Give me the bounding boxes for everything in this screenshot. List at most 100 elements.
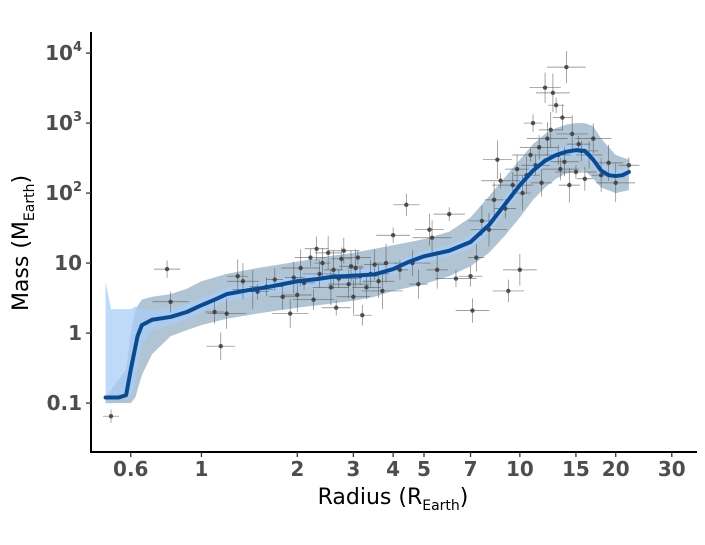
- inner-band: [105, 144, 629, 398]
- data-point: [429, 235, 435, 240]
- data-point: [360, 313, 365, 318]
- data-point: [341, 248, 347, 253]
- y-axis-title-paren-close: ): [9, 175, 34, 184]
- data-point: [447, 211, 452, 217]
- data-point: [506, 288, 511, 294]
- data-point: [317, 271, 322, 277]
- data-point: [510, 182, 515, 188]
- x-tick-label: 15: [562, 457, 590, 481]
- y-tick-label: 1: [68, 321, 82, 345]
- data-point: [372, 262, 377, 267]
- data-point: [530, 120, 536, 126]
- data-point: [567, 182, 572, 188]
- x-axis-title-main: Radius: [318, 485, 392, 510]
- data-point: [626, 163, 632, 168]
- y-tick-label: 103: [45, 110, 82, 135]
- data-point: [164, 266, 170, 272]
- data-point: [298, 265, 303, 271]
- data-point: [224, 311, 229, 316]
- x-tick-label: 4: [386, 457, 400, 481]
- data-point: [542, 85, 548, 90]
- data-point: [539, 180, 544, 186]
- data-point: [434, 267, 440, 273]
- data-point: [287, 311, 293, 316]
- data-point: [548, 127, 553, 133]
- data-point: [308, 255, 313, 260]
- data-point: [364, 285, 369, 290]
- data-point: [576, 141, 581, 147]
- data-point: [582, 176, 588, 181]
- x-tick-label: 3: [346, 457, 360, 481]
- x-tick-label: 7: [464, 457, 478, 481]
- data-point: [560, 115, 565, 120]
- data-point: [218, 343, 223, 349]
- x-tick-label: 30: [658, 457, 686, 481]
- x-tick-label: 1: [194, 457, 208, 481]
- axes: [90, 32, 697, 453]
- y-tick-label: 10: [54, 251, 82, 275]
- outer-band: [105, 123, 629, 404]
- x-tick-label: 0.6: [113, 457, 148, 481]
- data-point: [598, 173, 604, 178]
- data-point: [520, 190, 525, 196]
- data-point: [168, 299, 173, 304]
- data-point: [453, 276, 459, 281]
- data-point: [498, 178, 503, 183]
- data-point: [383, 260, 389, 266]
- y-axis-title-main: Mass: [9, 256, 34, 311]
- y-axis-title-paren-open: (M: [9, 221, 34, 256]
- data-point: [491, 197, 497, 203]
- data-point: [573, 169, 579, 175]
- data-point: [348, 264, 354, 269]
- x-axis-title-paren-close: ): [460, 485, 469, 510]
- data-point: [390, 233, 396, 238]
- data-point: [351, 294, 356, 299]
- data-point: [272, 277, 278, 282]
- data-point: [108, 413, 114, 419]
- data-point: [291, 275, 296, 280]
- x-axis-ticks: 0.6 1 2 3 4 5 7 10 15 20 30: [113, 452, 686, 481]
- data-point: [474, 255, 479, 260]
- credible-bands: [105, 123, 629, 404]
- data-point: [591, 136, 596, 141]
- data-points: [108, 64, 632, 419]
- x-axis-title-paren-open: (R: [391, 485, 422, 510]
- data-point: [295, 292, 300, 298]
- y-tick-label: 104: [45, 40, 82, 65]
- data-point: [528, 152, 533, 158]
- y-tick-label: 0.1: [47, 391, 82, 415]
- x-axis-title: Radius (REarth): [318, 485, 469, 514]
- data-point: [325, 250, 331, 256]
- y-axis-title-sub: Earth: [22, 184, 38, 222]
- y-axis-title: Mass (MEarth): [9, 175, 38, 311]
- data-point: [558, 166, 563, 172]
- data-point: [427, 227, 432, 232]
- data-point: [212, 309, 217, 315]
- data-point: [355, 255, 361, 260]
- data-point: [353, 265, 358, 271]
- data-point: [564, 64, 569, 70]
- data-point: [280, 294, 285, 299]
- data-point: [536, 145, 542, 150]
- data-point: [514, 166, 520, 172]
- data-point: [562, 159, 567, 164]
- data-point: [468, 273, 473, 279]
- data-point: [235, 273, 240, 279]
- data-point: [328, 285, 334, 290]
- y-tick-label: 102: [45, 180, 82, 205]
- data-point: [311, 297, 316, 302]
- data-point: [314, 246, 319, 251]
- data-point: [240, 279, 246, 284]
- data-point: [397, 267, 403, 273]
- data-point: [569, 131, 575, 137]
- data-point: [517, 267, 523, 273]
- y-axis-ticks: 0.1 1 10 102 103 104: [45, 40, 91, 415]
- median-line: [103, 148, 631, 400]
- data-point: [339, 256, 344, 262]
- data-point: [553, 103, 559, 108]
- x-tick-label: 20: [602, 457, 630, 481]
- data-point: [331, 267, 336, 273]
- data-point: [479, 218, 485, 224]
- data-point: [550, 90, 556, 96]
